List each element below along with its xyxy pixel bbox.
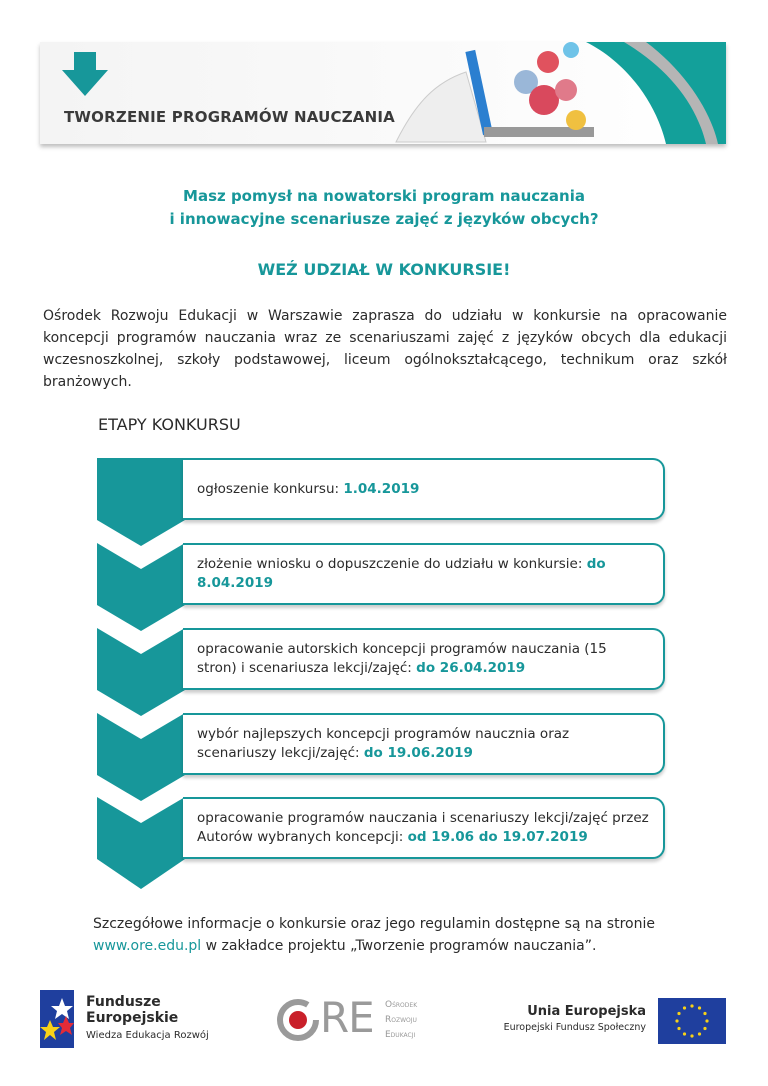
stage-text: złożenie wniosku o dopuszczenie do udzia… [197, 556, 587, 572]
stage-item: złożenie wniosku o dopuszczenie do udzia… [97, 543, 667, 631]
eu-star [697, 1006, 702, 1010]
chevron-icon [97, 713, 185, 801]
eu-line2: Europejski Fundusz Społeczny [503, 1022, 646, 1033]
stage-item: opracowanie autorskich koncepcji program… [97, 628, 667, 716]
eu-star [705, 1019, 709, 1023]
eu-star [682, 1032, 687, 1036]
stage-item: wybór najlepszych koncepcji programów na… [97, 713, 667, 801]
ore-line1: Ośrodek [385, 1000, 418, 1010]
stage-text: opracowanie autorskich koncepcji program… [197, 641, 607, 676]
chevron-icon [97, 628, 185, 716]
eu-flag-icon [658, 998, 726, 1044]
header-banner: TWORZENIE PROGRAMÓW NAUCZANIA [40, 42, 726, 144]
stage-text: opracowanie programów nauczania i scenar… [197, 810, 649, 845]
stage-date: 1.04.2019 [343, 480, 420, 497]
headline-line2: i innowacyjne scenariusze zajęć z językó… [169, 210, 599, 228]
eu-star [703, 1011, 707, 1016]
ore-logo-mark [277, 999, 319, 1041]
stage-item: opracowanie programów nauczania i scenar… [97, 797, 667, 889]
fe-line3: Wiedza Edukacja Rozwój [86, 1030, 209, 1041]
stage-item: ogłoszenie konkursu: 1.04.2019 [97, 458, 667, 546]
eu-star [690, 1034, 694, 1038]
ore-logo-text: RE [320, 993, 375, 1042]
eu-line1: Unia Europejska [527, 1004, 646, 1019]
more-info-suffix: w zakładce projektu „Tworzenie programów… [201, 938, 597, 954]
stage-text: wybór najlepszych koncepcji programów na… [197, 726, 570, 761]
ore-website-link[interactable]: www.ore.edu.pl [93, 938, 202, 954]
stage-date: do 19.06.2019 [363, 745, 473, 761]
laptop-book-illustration [395, 42, 726, 144]
fundusze-europejskie-logo [40, 990, 74, 1048]
eu-star [703, 1026, 707, 1031]
chevron-icon [97, 543, 185, 631]
ore-line2: Rozwoju [385, 1015, 417, 1025]
stage-date: do 26.04.2019 [416, 660, 526, 676]
banner-title: TWORZENIE PROGRAMÓW NAUCZANIA [64, 108, 395, 126]
more-info-line: Szczegółowe informacje o konkursie oraz … [93, 916, 655, 932]
arrow-down-icon [62, 52, 108, 96]
chevron-icon [97, 458, 185, 546]
eu-star [682, 1006, 687, 1010]
eu-star [675, 1019, 679, 1023]
stage-date: od 19.06 do 19.07.2019 [407, 829, 588, 845]
logos-bar: Fundusze Europejskie Wiedza Edukacja Roz… [0, 990, 768, 1050]
stage-text: ogłoszenie konkursu: [197, 480, 344, 497]
more-info-text: Szczegółowe informacje o konkursie oraz … [93, 913, 655, 957]
chevron-icon [97, 797, 185, 889]
stage-date: do 8.04.2019 [197, 556, 606, 591]
eu-star [690, 1004, 694, 1008]
ore-line3: Edukacji [385, 1030, 416, 1040]
eu-star [677, 1011, 681, 1016]
stages-heading: ETAPY KONKURSU [98, 415, 241, 434]
call-to-action: WEŹ UDZIAŁ W KONKURSIE! [257, 260, 511, 279]
eu-star [677, 1026, 681, 1031]
fe-line1: Fundusze [86, 994, 161, 1010]
eu-star [697, 1032, 702, 1036]
intro-paragraph: Ośrodek Rozwoju Edukacji w Warszawie zap… [43, 308, 727, 390]
fe-line2: Europejskie [86, 1010, 179, 1026]
headline-line1: Masz pomysł na nowatorski program naucza… [183, 187, 585, 205]
